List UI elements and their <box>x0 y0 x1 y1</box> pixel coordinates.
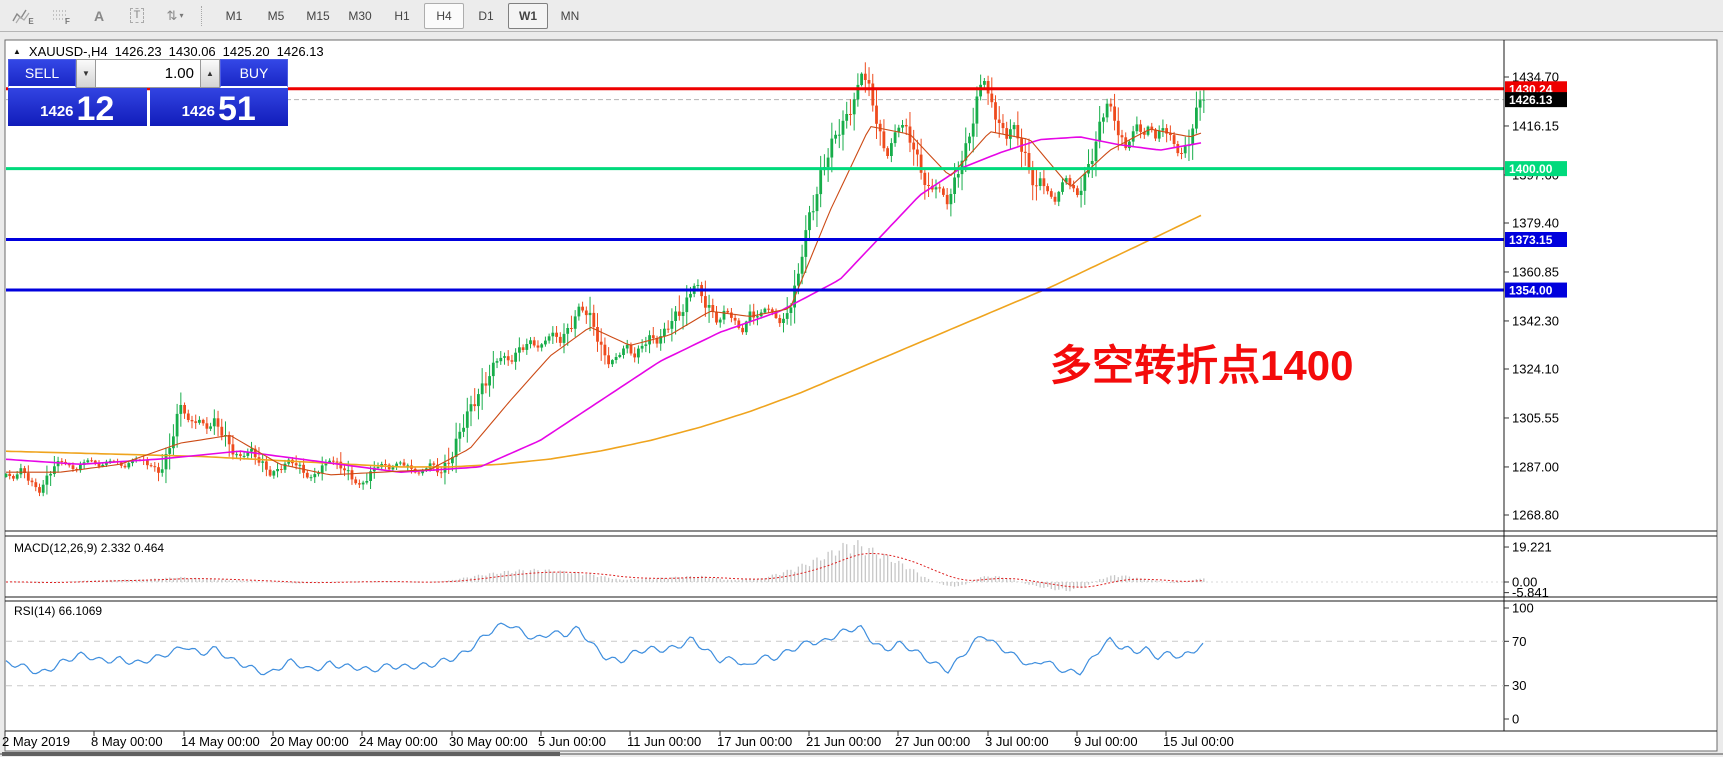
spinner-down-icon: ▼ <box>82 69 90 78</box>
price-tick-label: 1360.85 <box>1512 264 1559 279</box>
date-label: 21 Jun 00:00 <box>806 734 881 749</box>
price-badge <box>1505 161 1567 177</box>
date-label: 24 May 00:00 <box>359 734 438 749</box>
sell-price-prefix: 1426 <box>40 103 74 120</box>
rsi-tick-label: 100 <box>1512 601 1534 616</box>
chart-ohlc-header: ▲ XAUUSD-,H4 1426.23 1430.06 1425.20 142… <box>13 44 324 59</box>
chart-window-bg <box>4 39 1718 752</box>
rsi-line <box>5 622 1204 676</box>
rsi-tick-label: 0 <box>1512 712 1519 727</box>
ma-mid-line <box>5 136 1202 474</box>
tab-timeframe-mn[interactable]: MN <box>560 8 580 23</box>
price-badge <box>1505 232 1567 248</box>
tab-timeframe-m30[interactable]: M30 <box>348 8 372 23</box>
price-badge-label: 1426.13 <box>1509 93 1553 107</box>
tab-timeframe-h4[interactable]: H4 <box>424 2 464 29</box>
tab-timeframe-d1[interactable]: D1 <box>478 8 494 23</box>
date-label: 8 May 00:00 <box>91 734 163 749</box>
price-badge-label: 1400.00 <box>1509 162 1553 176</box>
rsi-tick-label: 30 <box>1512 678 1526 693</box>
spinner-up-icon: ▲ <box>206 69 214 78</box>
date-label: 30 May 00:00 <box>449 734 528 749</box>
text-label-button[interactable]: T <box>119 3 155 29</box>
tab-timeframe-m15[interactable]: M15 <box>306 8 330 23</box>
sell-button[interactable]: SELL <box>8 59 76 88</box>
macd-indicator-label: MACD(12,26,9) 2.332 0.464 <box>14 541 165 555</box>
price-axis[interactable]: 1434.701416.151397.601379.401360.851342.… <box>1504 70 1567 523</box>
arrows-tool-button[interactable]: ⇅ ▾ <box>157 3 193 29</box>
icon-letter: F <box>65 16 70 26</box>
date-label: 17 Jun 00:00 <box>717 734 792 749</box>
date-label: 5 Jun 00:00 <box>538 734 606 749</box>
buy-price-big: 51 <box>218 89 256 128</box>
icon-letter: E <box>28 16 34 26</box>
price-badge <box>1505 92 1567 108</box>
price-tick-label: 1268.80 <box>1512 508 1559 523</box>
date-label: 9 Jul 00:00 <box>1074 734 1138 749</box>
collapse-triangle-icon[interactable]: ▲ <box>13 47 21 56</box>
dropdown-caret-icon: ▾ <box>179 11 184 20</box>
date-axis[interactable]: 2 May 2019 8 May 00:00 14 May 00:00 20 May … <box>2 731 1234 749</box>
macd-tick-label: -5.841 <box>1512 585 1549 600</box>
price-badge <box>1505 282 1567 298</box>
date-label: 2 May 2019 <box>2 734 70 749</box>
price-tick-label: 1342.30 <box>1512 313 1559 328</box>
sell-price-big: 12 <box>76 89 115 128</box>
volume-decrease-button[interactable]: ▼ <box>76 59 96 88</box>
updown-arrows-icon: ⇅ <box>166 7 178 23</box>
price-tick-label: 1305.55 <box>1512 410 1559 425</box>
volume-increase-button[interactable]: ▲ <box>200 59 220 88</box>
annotation-text[interactable]: 多空转折点1400 <box>1050 342 1354 389</box>
profiles-chart-button[interactable]: E <box>5 3 41 29</box>
high-value: 1430.06 <box>168 44 216 59</box>
macd-tick-label: 19.221 <box>1512 540 1552 555</box>
price-tick-label: 1416.15 <box>1512 118 1559 133</box>
symbol-timeframe: XAUUSD-,H4 <box>28 44 108 59</box>
rsi-tick-label: 70 <box>1512 634 1526 649</box>
rsi-indicator-label: RSI(14) 66.1069 <box>14 604 103 618</box>
low-value: 1425.20 <box>222 44 270 59</box>
date-label: 3 Jul 00:00 <box>985 734 1049 749</box>
font-button[interactable]: A <box>81 3 117 29</box>
ma-fast-line <box>6 125 1202 476</box>
open-value: 1426.23 <box>114 44 162 59</box>
price-badge-label: 1373.15 <box>1509 233 1553 247</box>
volume-input[interactable] <box>96 59 200 88</box>
date-label: 14 May 00:00 <box>181 734 260 749</box>
buy-price-prefix: 1426 <box>181 103 216 120</box>
grid-icon <box>53 10 67 19</box>
price-tick-label: 1287.00 <box>1512 459 1559 474</box>
tab-timeframe-m1[interactable]: M1 <box>225 8 243 23</box>
date-label: 11 Jun 00:00 <box>627 734 701 749</box>
price-badge-label: 1354.00 <box>1509 284 1553 298</box>
toolbar: E F A T ⇅ ▾ M1 M5 M15 M30 H1 H4 D1 W1 MN <box>0 0 1723 32</box>
text-label-icon: T <box>129 8 145 23</box>
price-tick-label: 1379.40 <box>1512 216 1559 231</box>
toolbar-separator <box>201 5 206 26</box>
one-click-trade-panel: SELL ▼ ▲ BUY 1426 12 1426 51 <box>8 59 288 126</box>
buy-button[interactable]: BUY <box>220 59 288 88</box>
timeframe-buttons: M1 M5 M15 M30 H1 H4 D1 W1 MN <box>214 2 592 29</box>
date-label: 20 May 00:00 <box>270 734 349 749</box>
sell-price-box[interactable]: 1426 12 <box>8 88 147 126</box>
grid-button[interactable]: F <box>43 3 79 29</box>
tab-timeframe-h1[interactable]: H1 <box>394 8 410 23</box>
close-value: 1426.13 <box>276 44 324 59</box>
ma-slow-line <box>5 214 1202 468</box>
profiles-chart-icon <box>12 9 30 23</box>
price-tick-label: 1324.10 <box>1512 362 1559 377</box>
font-icon: A <box>93 7 105 24</box>
tab-timeframe-w1[interactable]: W1 <box>508 2 548 29</box>
macd-tick-label: 0.00 <box>1512 575 1537 590</box>
buy-price-box[interactable]: 1426 51 <box>149 88 288 128</box>
date-label: 15 Jul 00:00 <box>1163 734 1234 749</box>
tab-timeframe-m5[interactable]: M5 <box>267 8 285 23</box>
price-tick-label: 1434.70 <box>1512 70 1559 85</box>
date-label: 27 Jun 00:00 <box>895 734 970 749</box>
